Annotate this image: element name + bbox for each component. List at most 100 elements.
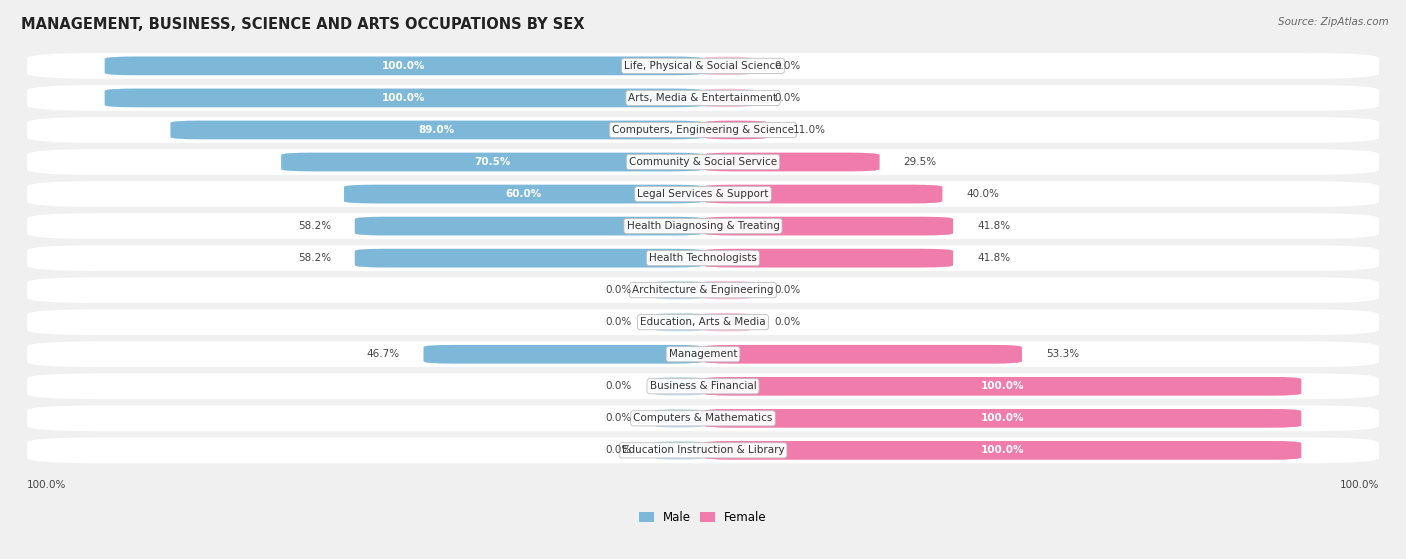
- FancyBboxPatch shape: [703, 313, 751, 331]
- Text: 53.3%: 53.3%: [1046, 349, 1078, 359]
- Text: Life, Physical & Social Science: Life, Physical & Social Science: [624, 61, 782, 71]
- FancyBboxPatch shape: [170, 121, 703, 139]
- Text: 0.0%: 0.0%: [605, 285, 631, 295]
- FancyBboxPatch shape: [423, 345, 703, 363]
- Text: Business & Financial: Business & Financial: [650, 381, 756, 391]
- Text: Community & Social Service: Community & Social Service: [628, 157, 778, 167]
- FancyBboxPatch shape: [703, 377, 1302, 396]
- FancyBboxPatch shape: [27, 245, 1379, 271]
- Text: 0.0%: 0.0%: [605, 413, 631, 423]
- FancyBboxPatch shape: [703, 249, 953, 267]
- Text: Source: ZipAtlas.com: Source: ZipAtlas.com: [1278, 17, 1389, 27]
- FancyBboxPatch shape: [703, 441, 1302, 459]
- Text: Education Instruction & Library: Education Instruction & Library: [621, 446, 785, 456]
- FancyBboxPatch shape: [703, 89, 751, 107]
- Text: 0.0%: 0.0%: [775, 61, 801, 71]
- Text: 100.0%: 100.0%: [1340, 480, 1379, 490]
- FancyBboxPatch shape: [354, 217, 703, 235]
- Text: 41.8%: 41.8%: [977, 221, 1010, 231]
- Text: 58.2%: 58.2%: [298, 253, 330, 263]
- Text: 70.5%: 70.5%: [474, 157, 510, 167]
- FancyBboxPatch shape: [703, 121, 769, 139]
- FancyBboxPatch shape: [703, 185, 942, 203]
- Text: 0.0%: 0.0%: [605, 381, 631, 391]
- FancyBboxPatch shape: [354, 217, 703, 235]
- FancyBboxPatch shape: [104, 56, 703, 75]
- FancyBboxPatch shape: [344, 185, 703, 203]
- FancyBboxPatch shape: [27, 149, 1379, 175]
- Text: 0.0%: 0.0%: [775, 285, 801, 295]
- Text: 100.0%: 100.0%: [980, 413, 1024, 423]
- FancyBboxPatch shape: [655, 409, 703, 428]
- FancyBboxPatch shape: [703, 441, 1302, 459]
- Text: 60.0%: 60.0%: [505, 189, 541, 199]
- FancyBboxPatch shape: [27, 438, 1379, 463]
- FancyBboxPatch shape: [27, 373, 1379, 399]
- Text: Computers & Mathematics: Computers & Mathematics: [633, 413, 773, 423]
- FancyBboxPatch shape: [27, 342, 1379, 367]
- Text: 0.0%: 0.0%: [605, 317, 631, 327]
- FancyBboxPatch shape: [703, 56, 751, 75]
- FancyBboxPatch shape: [703, 249, 953, 267]
- Text: Architecture & Engineering: Architecture & Engineering: [633, 285, 773, 295]
- FancyBboxPatch shape: [703, 121, 769, 139]
- Text: Management: Management: [669, 349, 737, 359]
- Text: 100.0%: 100.0%: [27, 480, 66, 490]
- FancyBboxPatch shape: [703, 153, 880, 171]
- Text: 100.0%: 100.0%: [980, 381, 1024, 391]
- Text: 100.0%: 100.0%: [980, 446, 1024, 456]
- FancyBboxPatch shape: [703, 217, 953, 235]
- FancyBboxPatch shape: [27, 213, 1379, 239]
- FancyBboxPatch shape: [703, 185, 942, 203]
- FancyBboxPatch shape: [703, 345, 1022, 363]
- FancyBboxPatch shape: [703, 217, 953, 235]
- FancyBboxPatch shape: [27, 85, 1379, 111]
- Text: 29.5%: 29.5%: [904, 157, 936, 167]
- FancyBboxPatch shape: [27, 53, 1379, 79]
- Text: Education, Arts & Media: Education, Arts & Media: [640, 317, 766, 327]
- Text: 100.0%: 100.0%: [382, 61, 426, 71]
- FancyBboxPatch shape: [27, 309, 1379, 335]
- Text: 89.0%: 89.0%: [419, 125, 454, 135]
- FancyBboxPatch shape: [281, 153, 703, 171]
- Text: 40.0%: 40.0%: [966, 189, 1000, 199]
- FancyBboxPatch shape: [27, 181, 1379, 207]
- FancyBboxPatch shape: [354, 249, 703, 267]
- Text: MANAGEMENT, BUSINESS, SCIENCE AND ARTS OCCUPATIONS BY SEX: MANAGEMENT, BUSINESS, SCIENCE AND ARTS O…: [21, 17, 585, 32]
- FancyBboxPatch shape: [655, 377, 703, 396]
- Text: Health Diagnosing & Treating: Health Diagnosing & Treating: [627, 221, 779, 231]
- FancyBboxPatch shape: [655, 313, 703, 331]
- FancyBboxPatch shape: [703, 345, 1022, 363]
- FancyBboxPatch shape: [27, 405, 1379, 431]
- Text: 58.2%: 58.2%: [298, 221, 330, 231]
- FancyBboxPatch shape: [354, 249, 703, 267]
- Text: Legal Services & Support: Legal Services & Support: [637, 189, 769, 199]
- FancyBboxPatch shape: [27, 277, 1379, 303]
- FancyBboxPatch shape: [703, 153, 880, 171]
- FancyBboxPatch shape: [104, 56, 703, 75]
- Legend: Male, Female: Male, Female: [634, 506, 772, 529]
- Text: 11.0%: 11.0%: [793, 125, 825, 135]
- Text: Arts, Media & Entertainment: Arts, Media & Entertainment: [628, 93, 778, 103]
- Text: 0.0%: 0.0%: [605, 446, 631, 456]
- FancyBboxPatch shape: [344, 185, 703, 203]
- Text: 41.8%: 41.8%: [977, 253, 1010, 263]
- FancyBboxPatch shape: [703, 377, 1302, 396]
- Text: Computers, Engineering & Science: Computers, Engineering & Science: [612, 125, 794, 135]
- Text: 0.0%: 0.0%: [775, 93, 801, 103]
- FancyBboxPatch shape: [104, 89, 703, 107]
- FancyBboxPatch shape: [27, 117, 1379, 143]
- FancyBboxPatch shape: [104, 89, 703, 107]
- Text: 100.0%: 100.0%: [382, 93, 426, 103]
- FancyBboxPatch shape: [703, 281, 751, 300]
- Text: 46.7%: 46.7%: [367, 349, 399, 359]
- Text: 0.0%: 0.0%: [775, 317, 801, 327]
- FancyBboxPatch shape: [423, 345, 703, 363]
- FancyBboxPatch shape: [655, 281, 703, 300]
- FancyBboxPatch shape: [703, 409, 1302, 428]
- FancyBboxPatch shape: [281, 153, 703, 171]
- FancyBboxPatch shape: [703, 409, 1302, 428]
- FancyBboxPatch shape: [655, 441, 703, 459]
- Text: Health Technologists: Health Technologists: [650, 253, 756, 263]
- FancyBboxPatch shape: [170, 121, 703, 139]
